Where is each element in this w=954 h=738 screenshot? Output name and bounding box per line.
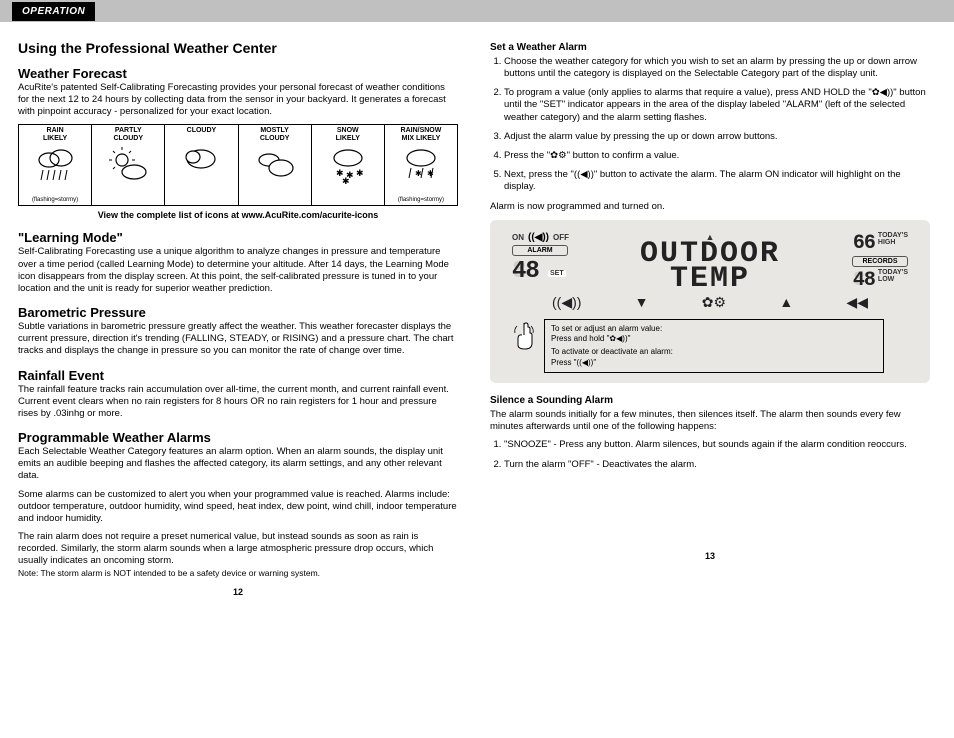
icon-label: PARTLY CLOUDY	[94, 127, 162, 142]
header-tab: OPERATION	[12, 2, 95, 21]
silence-steps: "SNOOZE" - Press any button. Alarm silen…	[490, 439, 930, 470]
forecast-heading: Weather Forecast	[18, 66, 458, 81]
lcd-value-right-bot: 48	[853, 269, 875, 292]
cloudy-icon	[167, 137, 235, 181]
alarm-label-box: ALARM	[512, 245, 568, 256]
icon-cell-rain-snow: RAIN/SNOW MIX LIKELY ✱ ✱ (flashing=storm…	[384, 124, 458, 206]
rain-snow-icon: ✱ ✱	[387, 144, 455, 188]
alarms-p1: Each Selectable Weather Category feature…	[18, 446, 458, 482]
page-spread: Using the Professional Weather Center We…	[0, 22, 954, 597]
todays-low-label: TODAY'S LOW	[878, 269, 908, 283]
icon-label: MOSTLY CLOUDY	[241, 127, 309, 142]
rainfall-body: The rainfall feature tracks rain accumul…	[18, 384, 458, 420]
records-label-box: RECORDS	[852, 256, 908, 267]
main-title: Using the Professional Weather Center	[18, 40, 458, 56]
icon-cell-cloudy: CLOUDY	[164, 124, 237, 206]
lcd-value-right-top: 66	[853, 232, 875, 255]
icon-cell-snow: SNOW LIKELY ✱✱ ✱✱	[311, 124, 384, 206]
set-alarm-step: Press the "✿⚙" button to confirm a value…	[504, 150, 930, 162]
snow-icon: ✱✱ ✱✱	[314, 144, 382, 188]
set-alarm-step: Next, press the "((◀))" button to activa…	[504, 169, 930, 193]
rain-icon	[21, 144, 89, 188]
icon-label: SNOW LIKELY	[314, 127, 382, 142]
icon-label: CLOUDY	[167, 127, 235, 134]
lcd-set-label: SET	[548, 270, 566, 277]
svg-text:✱: ✱	[342, 176, 350, 186]
lcd-on-label: ON	[512, 233, 524, 242]
lcd-right-region: 88 66 TODAY'S HIGH RECORDS 88 48 TODAY'S…	[818, 232, 908, 291]
right-page: Set a Weather Alarm Choose the weather c…	[490, 32, 936, 597]
svg-text:✱: ✱	[356, 168, 364, 178]
lcd-panel: ON ((◀)) OFF ALARM 88 48 SET ▲ OUTDOOR T…	[490, 220, 930, 384]
lcd-center-line2: TEMP	[602, 267, 818, 293]
icon-caption: (flashing=stormy)	[385, 197, 457, 203]
learning-body: Self-Calibrating Forecasting use a uniqu…	[18, 246, 458, 295]
down-arrow-icon: ▼	[635, 294, 649, 310]
alarms-note: Note: The storm alarm is NOT intended to…	[18, 568, 458, 578]
left-page: Using the Professional Weather Center We…	[18, 32, 464, 597]
pointing-hand-icon	[512, 321, 538, 351]
rewind-icon: ◀◀	[846, 294, 868, 311]
icon-caption: (flashing=stormy)	[19, 197, 91, 203]
forecast-icons-row: RAIN LIKELY (flashing=stormy) PARTLY CLO…	[18, 124, 458, 206]
barometric-body: Subtle variations in barometric pressure…	[18, 321, 458, 357]
set-alarm-heading: Set a Weather Alarm	[490, 42, 930, 53]
tooltip-line2: To activate or deactivate an alarm: Pres…	[551, 347, 877, 368]
lcd-center-region: ▲ OUTDOOR TEMP	[602, 232, 818, 293]
alarms-p3: The rain alarm does not require a preset…	[18, 531, 458, 567]
silence-step: "SNOOZE" - Press any button. Alarm silen…	[504, 439, 930, 451]
forecast-body: AcuRite's patented Self-Calibrating Fore…	[18, 82, 458, 118]
tooltip-wrap: To set or adjust an alarm value: Press a…	[512, 319, 908, 374]
lcd-left-region: ON ((◀)) OFF ALARM 88 48 SET	[512, 232, 602, 286]
set-alarm-after: Alarm is now programmed and turned on.	[490, 201, 930, 213]
up-arrow-icon: ▲	[779, 294, 793, 310]
settings-gear-icon: ✿⚙	[702, 294, 726, 311]
icon-cell-partly-cloudy: PARTLY CLOUDY	[91, 124, 164, 206]
header-bar: OPERATION	[0, 0, 954, 22]
page-number-right: 13	[490, 551, 930, 561]
silence-intro: The alarm sounds initially for a few min…	[490, 409, 930, 433]
learning-heading: "Learning Mode"	[18, 230, 458, 245]
alarms-heading: Programmable Weather Alarms	[18, 430, 458, 445]
silence-heading: Silence a Sounding Alarm	[490, 395, 930, 406]
icon-label: RAIN/SNOW MIX LIKELY	[387, 127, 455, 142]
lcd-value-left: 48	[512, 258, 539, 285]
set-alarm-step: Adjust the alarm value by pressing the u…	[504, 131, 930, 143]
page-number-left: 12	[18, 587, 458, 597]
tooltip-line1: To set or adjust an alarm value: Press a…	[551, 324, 877, 345]
set-alarm-step: Choose the weather category for which yo…	[504, 56, 930, 80]
tooltip-box: To set or adjust an alarm value: Press a…	[544, 319, 884, 374]
rainfall-heading: Rainfall Event	[18, 368, 458, 383]
barometric-heading: Barometric Pressure	[18, 305, 458, 320]
mostly-cloudy-icon	[241, 144, 309, 188]
icons-footer: View the complete list of icons at www.A…	[18, 210, 458, 220]
set-alarm-steps: Choose the weather category for which yo…	[490, 56, 930, 193]
set-alarm-step: To program a value (only applies to alar…	[504, 87, 930, 123]
icon-label: RAIN LIKELY	[21, 127, 89, 142]
todays-high-label: TODAY'S HIGH	[878, 232, 908, 246]
icon-cell-rain: RAIN LIKELY (flashing=stormy)	[18, 124, 91, 206]
partly-cloudy-icon	[94, 144, 162, 188]
alarm-activate-icon: ((◀))	[552, 294, 581, 311]
alarms-p2: Some alarms can be customized to alert y…	[18, 489, 458, 525]
silence-step: Turn the alarm "OFF" - Deactivates the a…	[504, 459, 930, 471]
alarm-wave-icon: ((◀))	[528, 232, 549, 243]
icon-cell-mostly-cloudy: MOSTLY CLOUDY	[238, 124, 311, 206]
lcd-off-label: OFF	[553, 233, 569, 242]
